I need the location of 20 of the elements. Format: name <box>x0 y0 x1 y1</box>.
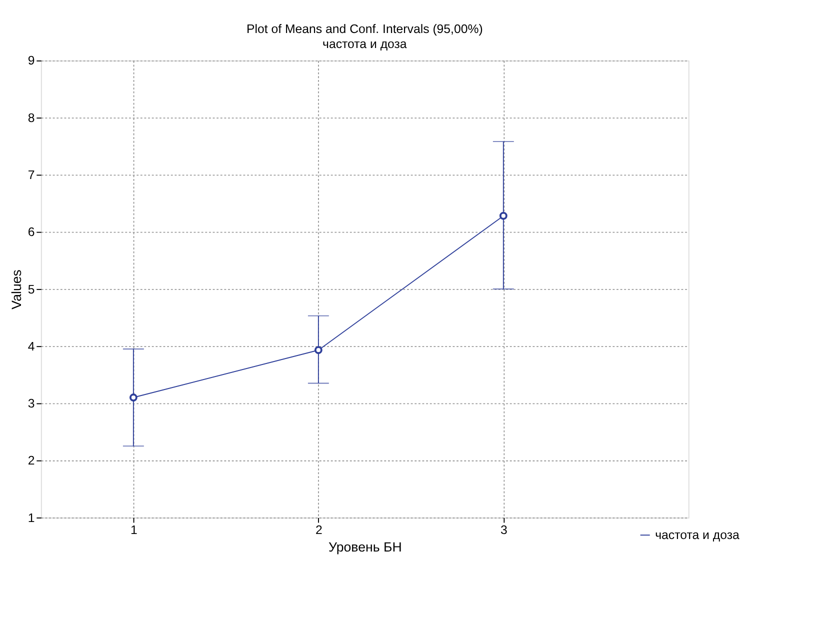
y-tick-label: 1 <box>28 510 35 525</box>
y-tick-label: 6 <box>28 225 35 240</box>
y-tick-label: 3 <box>28 396 35 411</box>
x-axis-title: Уровень БН <box>328 539 402 554</box>
y-tick-label: 9 <box>28 54 35 68</box>
x-tick-label: 2 <box>315 523 322 538</box>
y-tick-label: 4 <box>28 339 35 354</box>
y-tick-label: 7 <box>28 168 35 182</box>
point <box>314 346 322 354</box>
chart-title: Plot of Means and Conf. Intervals (95,00%) <box>246 22 483 36</box>
y-tick-label: 5 <box>28 282 35 296</box>
x-tick-label: 3 <box>500 523 508 538</box>
legend-label: частота и доза <box>655 528 740 542</box>
y-tick-label: 2 <box>28 454 35 468</box>
point <box>499 212 508 220</box>
chart-subtitle: частота и доза <box>322 37 407 52</box>
x-tick-label: 1 <box>130 523 138 538</box>
point <box>129 394 138 402</box>
y-axis-title: Values <box>9 269 24 310</box>
y-tick-label: 8 <box>28 110 35 125</box>
